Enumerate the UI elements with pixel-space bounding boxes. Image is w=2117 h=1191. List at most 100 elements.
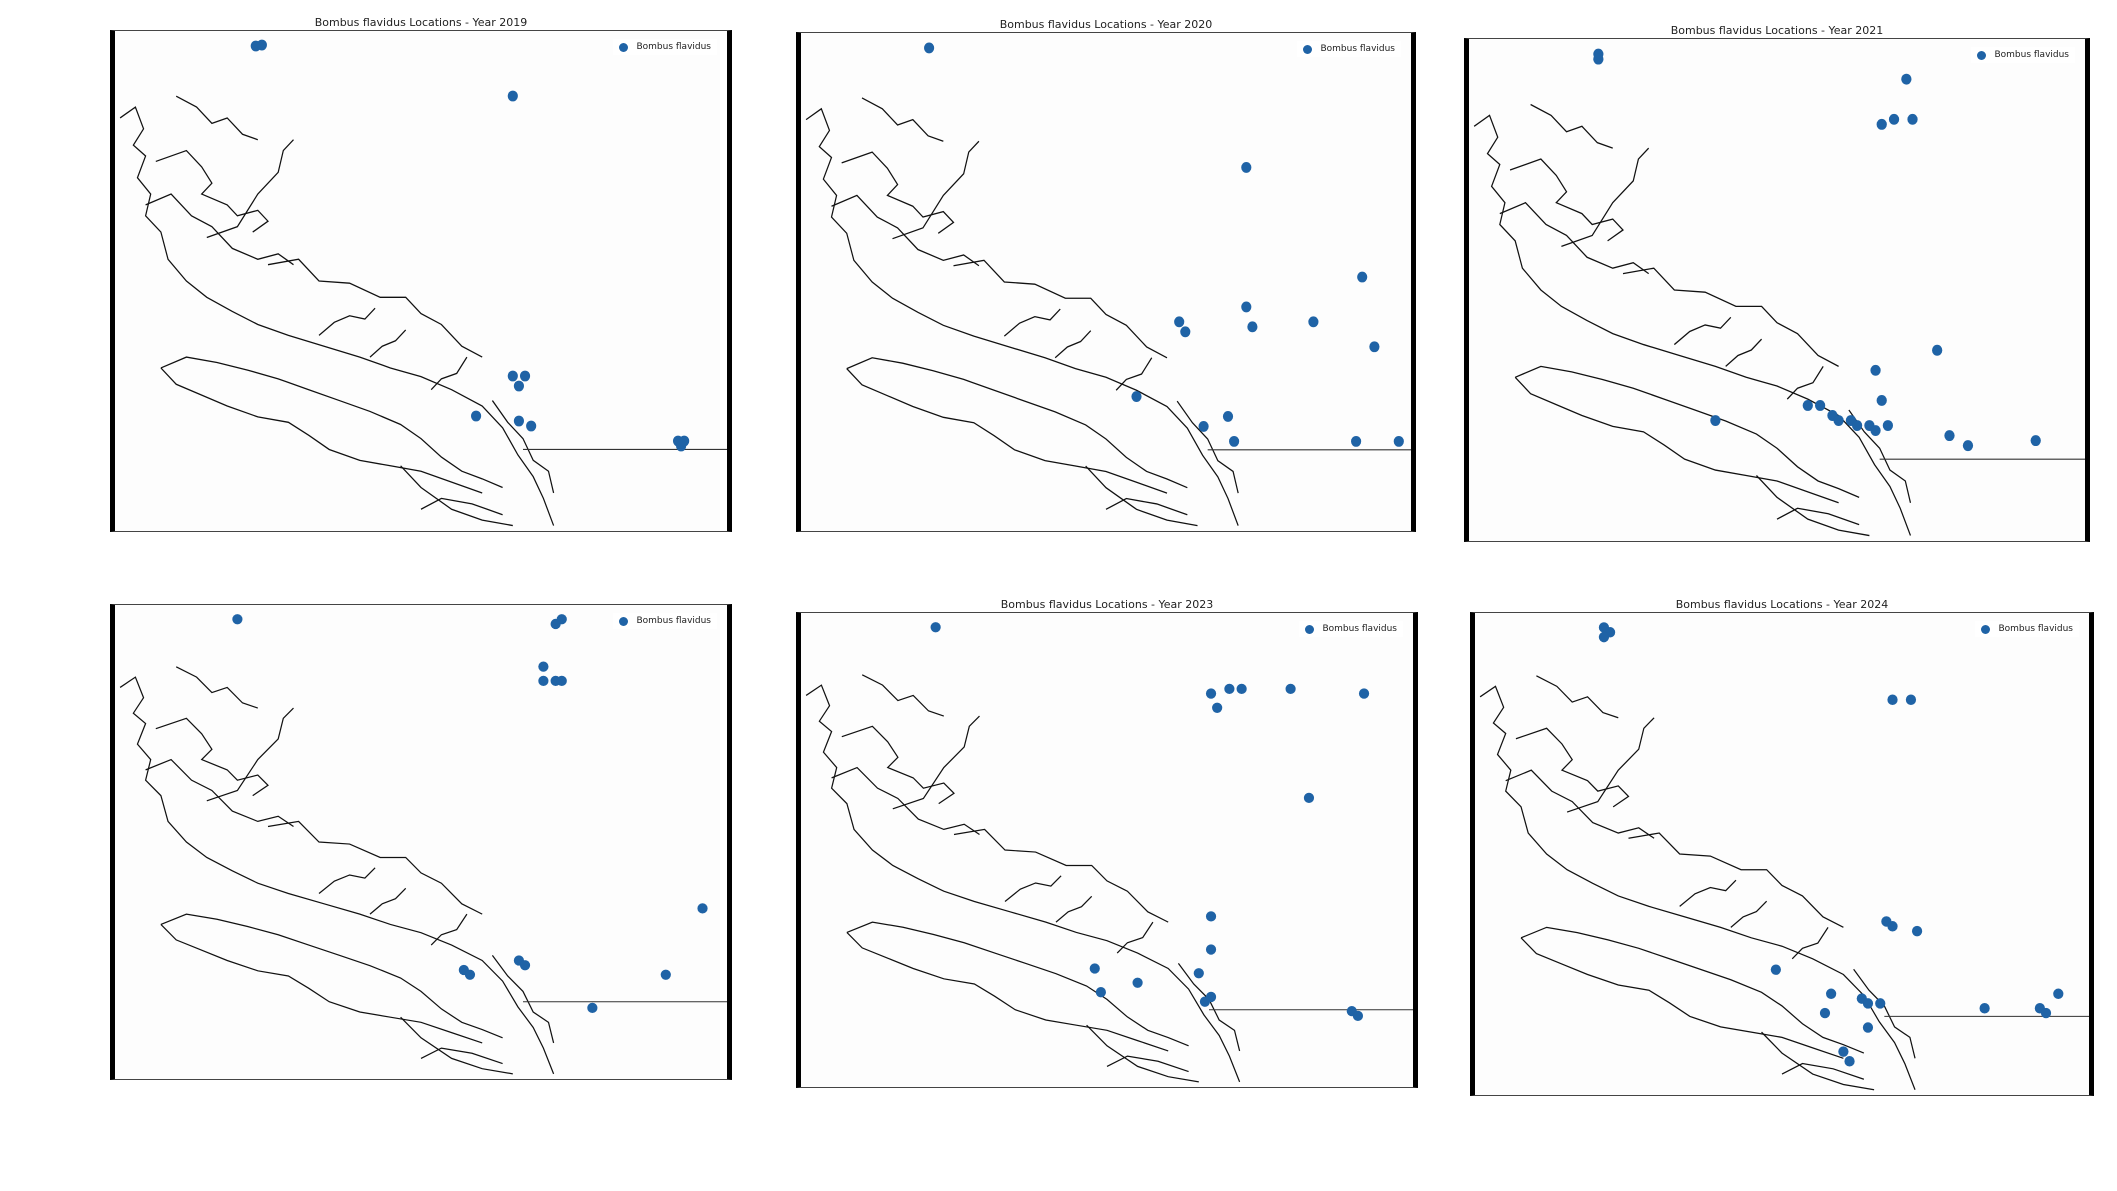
coastline <box>155 717 269 797</box>
coastline <box>1004 875 1062 903</box>
map-panel-6: Bombus flavidus Locations - Year 2024 Bom… <box>1470 598 2094 1096</box>
observation-point <box>1962 440 1974 452</box>
coastline <box>846 357 1188 489</box>
map-svg <box>1473 48 2085 537</box>
observation-point <box>1710 415 1721 426</box>
observation-point <box>538 675 549 686</box>
coastline <box>267 820 483 915</box>
observation-point <box>1095 987 1106 998</box>
observation-point <box>1229 435 1240 447</box>
observation-point <box>1882 420 1894 431</box>
map-panel-4: Bombus flavidus <box>110 590 732 1080</box>
coastline <box>206 139 294 239</box>
coastline <box>1776 507 1860 526</box>
coastline <box>400 465 513 527</box>
coastline <box>1003 308 1061 337</box>
observation-point <box>1862 998 1874 1009</box>
observation-point <box>1369 341 1380 353</box>
observation-point <box>1352 1010 1364 1022</box>
observation-point <box>2040 1007 2052 1019</box>
observation-point <box>1862 1022 1874 1033</box>
observation-point <box>1205 911 1217 922</box>
coastline <box>1505 769 1655 839</box>
observation-point <box>1887 694 1898 705</box>
observation-point <box>697 903 708 914</box>
coastline <box>318 867 376 895</box>
map-area: Bombus flavidus <box>110 30 732 532</box>
panel-title: Bombus flavidus Locations - Year 2020 <box>999 18 1213 31</box>
observation-point <box>1174 316 1185 328</box>
map-area: Bombus flavidus <box>110 604 732 1080</box>
observation-point <box>1089 963 1100 974</box>
coastline <box>119 676 555 1075</box>
observation-point <box>513 415 525 427</box>
coastline <box>805 684 1241 1083</box>
legend-marker-icon <box>1303 44 1313 54</box>
coastline <box>1786 366 1824 400</box>
observation-point <box>1241 301 1252 313</box>
coastline <box>430 356 468 391</box>
coastline <box>1561 147 1650 247</box>
coastline <box>420 497 503 516</box>
observation-point <box>1131 391 1142 402</box>
coastline <box>1509 158 1624 242</box>
observation-point <box>513 380 525 392</box>
observation-point <box>519 370 531 382</box>
coastline <box>420 1047 503 1065</box>
coastline <box>1679 879 1737 907</box>
observation-point <box>1833 415 1844 426</box>
coastline <box>1105 497 1188 516</box>
observation-point <box>1876 118 1887 130</box>
coastline <box>119 106 555 526</box>
coastline <box>1116 921 1154 954</box>
legend: Bombus flavidus <box>1299 621 1403 637</box>
coastline <box>491 400 555 494</box>
legend-marker-icon <box>619 42 629 52</box>
coastline <box>846 931 1169 1052</box>
observation-point <box>556 614 567 625</box>
coastline <box>1055 895 1093 923</box>
coastline <box>1086 1024 1199 1083</box>
observation-point <box>1870 364 1881 376</box>
coastline <box>1479 685 1916 1090</box>
observation-point <box>1911 925 1923 937</box>
legend: Bombus flavidus <box>613 613 717 629</box>
observation-point <box>587 1002 598 1014</box>
map-svg <box>119 614 727 1075</box>
observation-point <box>232 614 243 625</box>
panel-title: Bombus flavidus Locations - Year 2019 <box>314 16 528 29</box>
coastline <box>160 356 503 489</box>
observation-point <box>660 969 671 980</box>
coastline <box>160 367 483 494</box>
coastline <box>155 149 269 233</box>
observation-point <box>1224 683 1235 694</box>
observation-point <box>1193 968 1204 979</box>
coastline <box>160 913 503 1039</box>
observation-point <box>1851 420 1863 431</box>
observation-point <box>2030 435 2041 447</box>
coastline <box>1115 357 1153 391</box>
observation-point <box>1888 113 1900 125</box>
map-svg <box>1479 622 2089 1091</box>
map-svg <box>119 39 727 527</box>
observation-point <box>519 960 531 971</box>
panel-title: Bombus flavidus Locations - Year 2023 <box>1000 598 1214 611</box>
coastline <box>1756 475 1870 537</box>
coastline <box>400 1016 513 1075</box>
map-svg <box>805 622 1413 1083</box>
map-area: Bombus flavidus <box>796 32 1416 532</box>
map-area: Bombus flavidus <box>1464 38 2090 542</box>
legend-label: Bombus flavidus <box>1320 44 1395 54</box>
coastline <box>1515 727 1630 808</box>
observation-point <box>1593 53 1604 65</box>
observation-point <box>1819 1007 1831 1019</box>
observation-point <box>464 969 476 980</box>
observation-point <box>1393 435 1404 447</box>
observation-point <box>1205 944 1217 955</box>
coastline <box>953 259 1168 359</box>
legend-label: Bombus flavidus <box>636 616 711 626</box>
coastline <box>318 307 376 336</box>
coastline <box>841 725 955 805</box>
observation-point <box>1932 344 1943 356</box>
coastline <box>145 193 294 266</box>
